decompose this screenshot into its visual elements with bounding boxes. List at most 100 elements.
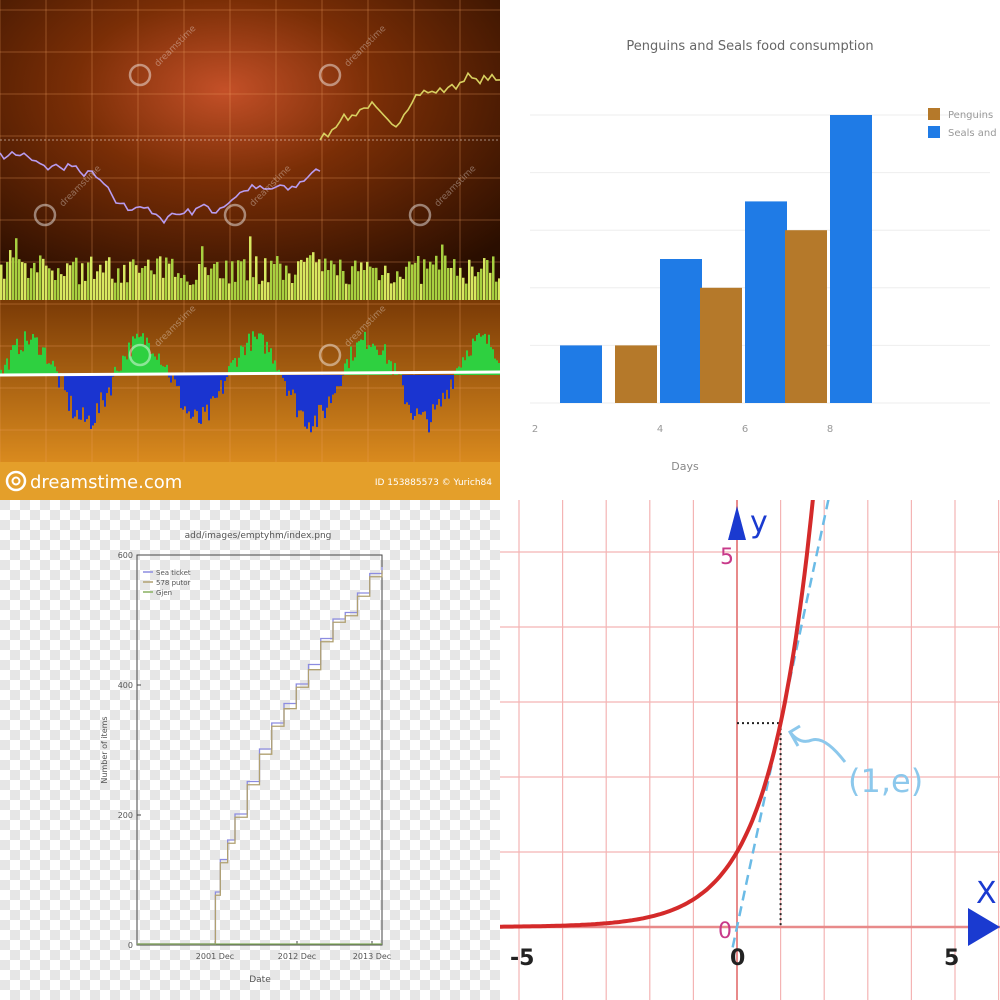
oscillator-bar-up bbox=[480, 336, 482, 375]
oscillator-bar-down bbox=[334, 375, 336, 394]
volume-bar bbox=[480, 268, 483, 300]
oscillator-bar-up bbox=[358, 341, 360, 375]
oscillator-bar-down bbox=[302, 375, 304, 412]
oscillator-bar-down bbox=[448, 375, 450, 399]
exp-graph: y X (1,e) -5 0 0 5 5 bbox=[500, 500, 1000, 1000]
oscillator-bar-up bbox=[132, 336, 134, 375]
oscillator-bar-up bbox=[4, 364, 6, 375]
volume-bar bbox=[420, 283, 423, 300]
bar-chart: Penguins and Seals food consumption 2 4 6 8… bbox=[500, 0, 1000, 500]
volume-bar bbox=[375, 267, 378, 300]
volume-bar bbox=[69, 265, 72, 300]
oscillator-bar-down bbox=[408, 375, 410, 405]
oscillator-bar-down bbox=[446, 375, 448, 390]
volume-bar bbox=[345, 283, 348, 300]
oscillator-bar-down bbox=[78, 375, 80, 420]
oscillator-bar-down bbox=[110, 375, 112, 396]
oscillator-bar-up bbox=[346, 359, 348, 375]
oscillator-bar-down bbox=[410, 375, 412, 414]
volume-bar bbox=[291, 283, 294, 300]
oscillator-bar-down bbox=[294, 375, 296, 394]
oscillator-bar-up bbox=[482, 335, 484, 375]
oscillator-bar-down bbox=[304, 375, 306, 427]
oscillator-bar-up bbox=[260, 333, 262, 375]
oscillator-bar-up bbox=[364, 331, 366, 375]
volume-bar bbox=[321, 271, 324, 300]
volume-bar bbox=[450, 267, 453, 300]
oscillator-bar-up bbox=[16, 338, 18, 375]
oscillator-bar-down bbox=[194, 375, 196, 410]
line-legend-label: Gjen bbox=[156, 589, 172, 597]
volume-bar bbox=[147, 259, 150, 300]
oscillator-bar-down bbox=[200, 375, 202, 424]
oscillator-bar-down bbox=[112, 375, 114, 377]
x-tick-label: 2012 Dec bbox=[278, 952, 316, 961]
footer-brand: dreamstime.com bbox=[30, 472, 182, 493]
oscillator-bar-up bbox=[140, 336, 142, 375]
oscillator-bar-up bbox=[8, 369, 10, 375]
oscillator-bar-down bbox=[174, 375, 176, 380]
oscillator-bar-down bbox=[336, 375, 338, 387]
oscillator-bar-down bbox=[406, 375, 408, 403]
oscillator-bar-down bbox=[188, 375, 190, 412]
oscillator-bar-up bbox=[26, 340, 28, 375]
volume-bar bbox=[267, 282, 270, 300]
line-chart: add/images/emptyhm/index.png 0 200 400 600 2… bbox=[0, 500, 500, 1000]
watermark-icon bbox=[128, 343, 152, 367]
volume-bar bbox=[297, 261, 300, 300]
volume-bar bbox=[102, 272, 105, 300]
volume-bar bbox=[9, 250, 12, 300]
volume-bar bbox=[468, 259, 471, 300]
oscillator-bar-up bbox=[124, 356, 126, 375]
volume-bar bbox=[384, 265, 387, 300]
oscillator-bar-down bbox=[98, 375, 100, 414]
oscillator-bar-up bbox=[246, 342, 248, 375]
oscillator-bar-down bbox=[202, 375, 204, 408]
volume-bar bbox=[456, 275, 459, 300]
annotation-arrowhead-icon bbox=[787, 724, 801, 747]
oscillator-bar-down bbox=[340, 375, 342, 387]
oscillator-bar-up bbox=[136, 333, 138, 375]
oscillator-bar-up bbox=[130, 356, 132, 375]
x-axis-label: X bbox=[976, 876, 997, 911]
oscillator-bar-down bbox=[66, 375, 68, 393]
volume-bar bbox=[318, 259, 321, 300]
oscillator-bar-up bbox=[152, 353, 154, 375]
volume-bar bbox=[60, 274, 63, 300]
point-annotation: (1,e) bbox=[848, 762, 923, 800]
oscillator-bar-down bbox=[180, 375, 182, 409]
oscillator-bar-down bbox=[440, 375, 442, 407]
oscillator-bar-down bbox=[452, 375, 454, 389]
volume-bar bbox=[81, 263, 84, 300]
oscillator-bar-up bbox=[22, 351, 24, 375]
volume-bar bbox=[66, 263, 69, 300]
oscillator-bar-up bbox=[148, 343, 150, 375]
oscillator-bar-up bbox=[350, 346, 352, 375]
oscillator-bar-up bbox=[356, 342, 358, 375]
oscillator-bar-up bbox=[390, 361, 392, 375]
oscillator-bar-up bbox=[264, 353, 266, 375]
oscillator-bar-down bbox=[108, 375, 110, 388]
volume-bar bbox=[18, 259, 21, 300]
oscillator-bar-up bbox=[138, 337, 140, 375]
watermark-icon bbox=[128, 63, 152, 87]
y-tick-label: 600 bbox=[118, 551, 133, 560]
volume-bar bbox=[231, 261, 234, 300]
oscillator-bar-up bbox=[368, 345, 370, 375]
volume-bar bbox=[492, 256, 495, 300]
oscillator-bar-up bbox=[228, 366, 230, 375]
oscillator-bar-up bbox=[386, 363, 388, 375]
oscillator-bar-up bbox=[158, 353, 160, 375]
volume-bar bbox=[42, 258, 45, 300]
oscillator-bar-up bbox=[468, 356, 470, 375]
oscillator-bar-down bbox=[86, 375, 88, 420]
oscillator-bar-up bbox=[474, 341, 476, 375]
volume-bar bbox=[477, 272, 480, 300]
volume-bar bbox=[360, 262, 363, 300]
volume-bar bbox=[141, 267, 144, 300]
volume-bar bbox=[270, 260, 273, 300]
line-y-label: Number of items bbox=[100, 716, 109, 783]
volume-bar bbox=[495, 281, 498, 300]
oscillator-bar-down bbox=[100, 375, 102, 393]
volume-bar bbox=[453, 259, 456, 300]
